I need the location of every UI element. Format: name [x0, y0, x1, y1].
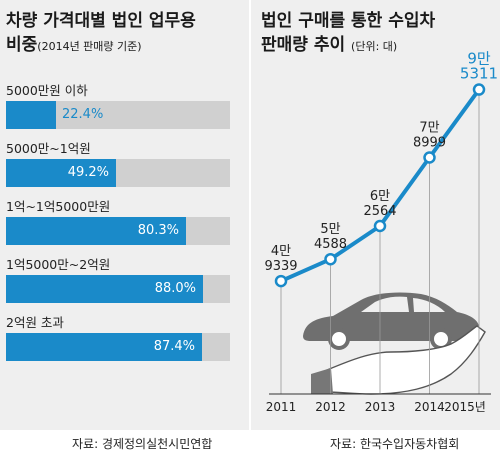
- data-point: [423, 151, 436, 164]
- bar: [6, 159, 116, 187]
- data-label-top: 7만: [419, 121, 439, 136]
- bar: [6, 217, 186, 245]
- data-label-top: 9만: [467, 50, 491, 68]
- bar: [6, 101, 56, 129]
- bar-value-label: 49.2%: [67, 165, 109, 180]
- data-label-top: 4만: [271, 244, 291, 259]
- car-body-icon: [303, 292, 480, 341]
- right-title-line2: 판매량 추이 (단위: 대): [261, 30, 397, 55]
- x-tick-label: 2011: [266, 400, 297, 414]
- data-label-top: 6만: [370, 189, 390, 204]
- data-point: [472, 83, 486, 96]
- right-panel: 법인 구매를 통한 수입차 판매량 추이 (단위: 대) 4만 9339 2011 5…: [251, 0, 500, 430]
- data-label-bottom: 2564: [363, 204, 396, 219]
- car-wheel-icon: [328, 328, 350, 350]
- data-label-bottom: 8999: [413, 136, 446, 151]
- data-label-bottom: 4588: [314, 237, 347, 252]
- left-source: 자료: 경제정의실천시민연합: [72, 437, 213, 451]
- right-source: 자료: 한국수입자동차협회: [330, 437, 460, 451]
- x-tick-label: 2012: [315, 400, 346, 414]
- bar-value-label: 87.4%: [153, 339, 195, 354]
- bar-track: 49.2%: [6, 159, 230, 187]
- bar-value-label: 80.3%: [137, 223, 179, 238]
- x-tick-label: 2013: [365, 400, 396, 414]
- right-title-main: 판매량 추이: [261, 35, 346, 55]
- bar-category-label: 5000만원 이하: [6, 83, 88, 98]
- left-panel: 차량 가격대별 법인 업무용 비중(2014년 판매량 기준) 5000만원 이…: [0, 0, 249, 430]
- bar-value-label: 88.0%: [154, 281, 196, 296]
- data-label-bottom: 5311: [460, 65, 498, 83]
- right-title-line1: 법인 구매를 통한 수입차: [261, 11, 436, 31]
- x-tick-label: 2015년: [444, 400, 486, 414]
- data-point: [274, 274, 288, 288]
- x-tick-label: 2014: [414, 400, 445, 414]
- left-title-note: (2014년 판매량 기준): [37, 40, 142, 53]
- bar-track: 22.4%: [6, 101, 230, 129]
- bar-category-label: 1억5000만~2억원: [6, 257, 111, 272]
- left-title-main: 비중: [6, 35, 38, 55]
- bar-track: 87.4%: [6, 333, 230, 361]
- bar: [6, 275, 203, 303]
- data-point: [373, 219, 387, 233]
- bar-track: 88.0%: [6, 275, 230, 303]
- bar-category-label: 2억원 초과: [6, 315, 64, 330]
- bar-track: 80.3%: [6, 217, 230, 245]
- left-title-line1: 차량 가격대별 법인 업무용: [6, 11, 196, 31]
- bar-category-label: 5000만~1억원: [6, 141, 91, 156]
- left-title-line2: 비중(2014년 판매량 기준): [6, 30, 142, 55]
- data-label-top: 5만: [320, 222, 340, 237]
- bar: [6, 333, 202, 361]
- data-point: [324, 252, 337, 266]
- car-hand-illustration: [303, 292, 486, 395]
- bar-category-label: 1억~1억5000만원: [6, 199, 111, 214]
- bar-value-label: 22.4%: [62, 107, 104, 122]
- car-window-icon: [361, 296, 445, 312]
- hand-cuff-icon: [311, 368, 333, 394]
- right-title-note: (단위: 대): [351, 40, 398, 53]
- data-label-bottom: 9339: [264, 259, 297, 274]
